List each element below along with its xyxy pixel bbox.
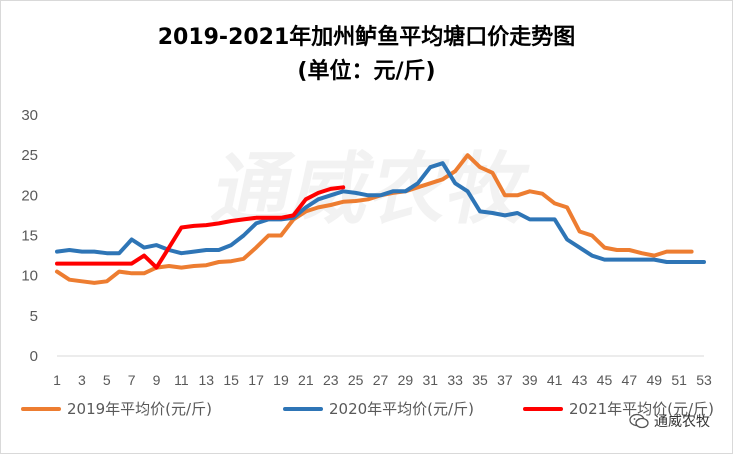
x-tick-label: 33 [447, 372, 463, 388]
x-tick-label: 25 [348, 372, 364, 388]
y-tick-label: 30 [21, 107, 38, 124]
x-tick-label: 35 [472, 372, 488, 388]
x-tick-label: 43 [572, 372, 588, 388]
watermark-text: 通威农牧 [205, 144, 536, 235]
x-tick-label: 17 [248, 372, 264, 388]
legend-item: 2019年平均价(元/斤) [21, 398, 212, 419]
wechat-icon [629, 413, 649, 429]
x-tick-label: 51 [671, 372, 687, 388]
x-tick-label: 19 [273, 372, 289, 388]
y-tick-label: 25 [21, 147, 38, 164]
brand-name: 通威农牧 [654, 414, 710, 430]
y-tick-label: 5 [30, 308, 38, 325]
x-tick-label: 3 [78, 372, 86, 388]
x-tick-label: 37 [497, 372, 513, 388]
x-tick-label: 41 [547, 372, 563, 388]
y-tick-label: 10 [21, 268, 38, 285]
legend-label: 2021年平均价(元/斤) [569, 400, 714, 418]
x-tick-label: 5 [103, 372, 111, 388]
x-tick-label: 7 [128, 372, 136, 388]
series-line-2 [55, 161, 706, 264]
legend-swatch [21, 406, 61, 411]
series-line-3 [55, 185, 346, 270]
brand-signature: 通威农牧 [629, 411, 710, 431]
x-tick-label: 21 [298, 372, 314, 388]
x-tick-label: 11 [174, 372, 189, 388]
x-tick-label: 15 [223, 372, 239, 388]
x-tick-label: 47 [622, 372, 638, 388]
x-tick-label: 39 [522, 372, 538, 388]
legend-item: 2021年平均价(元/斤) [523, 398, 714, 419]
legend-swatch [283, 406, 323, 411]
legend-swatch [523, 406, 563, 411]
chart-subtitle: (单位：元/斤) [297, 59, 436, 84]
legend-item: 2020年平均价(元/斤) [283, 398, 474, 419]
x-tick-label: 45 [597, 372, 613, 388]
x-tick-label: 1 [53, 372, 61, 388]
x-tick-label: 53 [696, 372, 712, 388]
x-tick-label: 49 [646, 372, 662, 388]
chart-title: 2019-2021年加州鲈鱼平均塘口价走势图 [157, 25, 576, 50]
x-tick-label: 13 [199, 372, 215, 388]
legend-label: 2019年平均价(元/斤) [67, 400, 212, 418]
x-tick-label: 9 [153, 372, 161, 388]
x-tick-label: 31 [422, 372, 438, 388]
y-tick-label: 0 [30, 348, 38, 365]
x-tick-label: 23 [323, 372, 339, 388]
x-tick-label: 27 [373, 372, 389, 388]
x-tick-label: 29 [398, 372, 414, 388]
y-tick-label: 15 [21, 228, 38, 245]
y-tick-label: 20 [21, 187, 38, 204]
legend-label: 2020年平均价(元/斤) [329, 400, 474, 418]
